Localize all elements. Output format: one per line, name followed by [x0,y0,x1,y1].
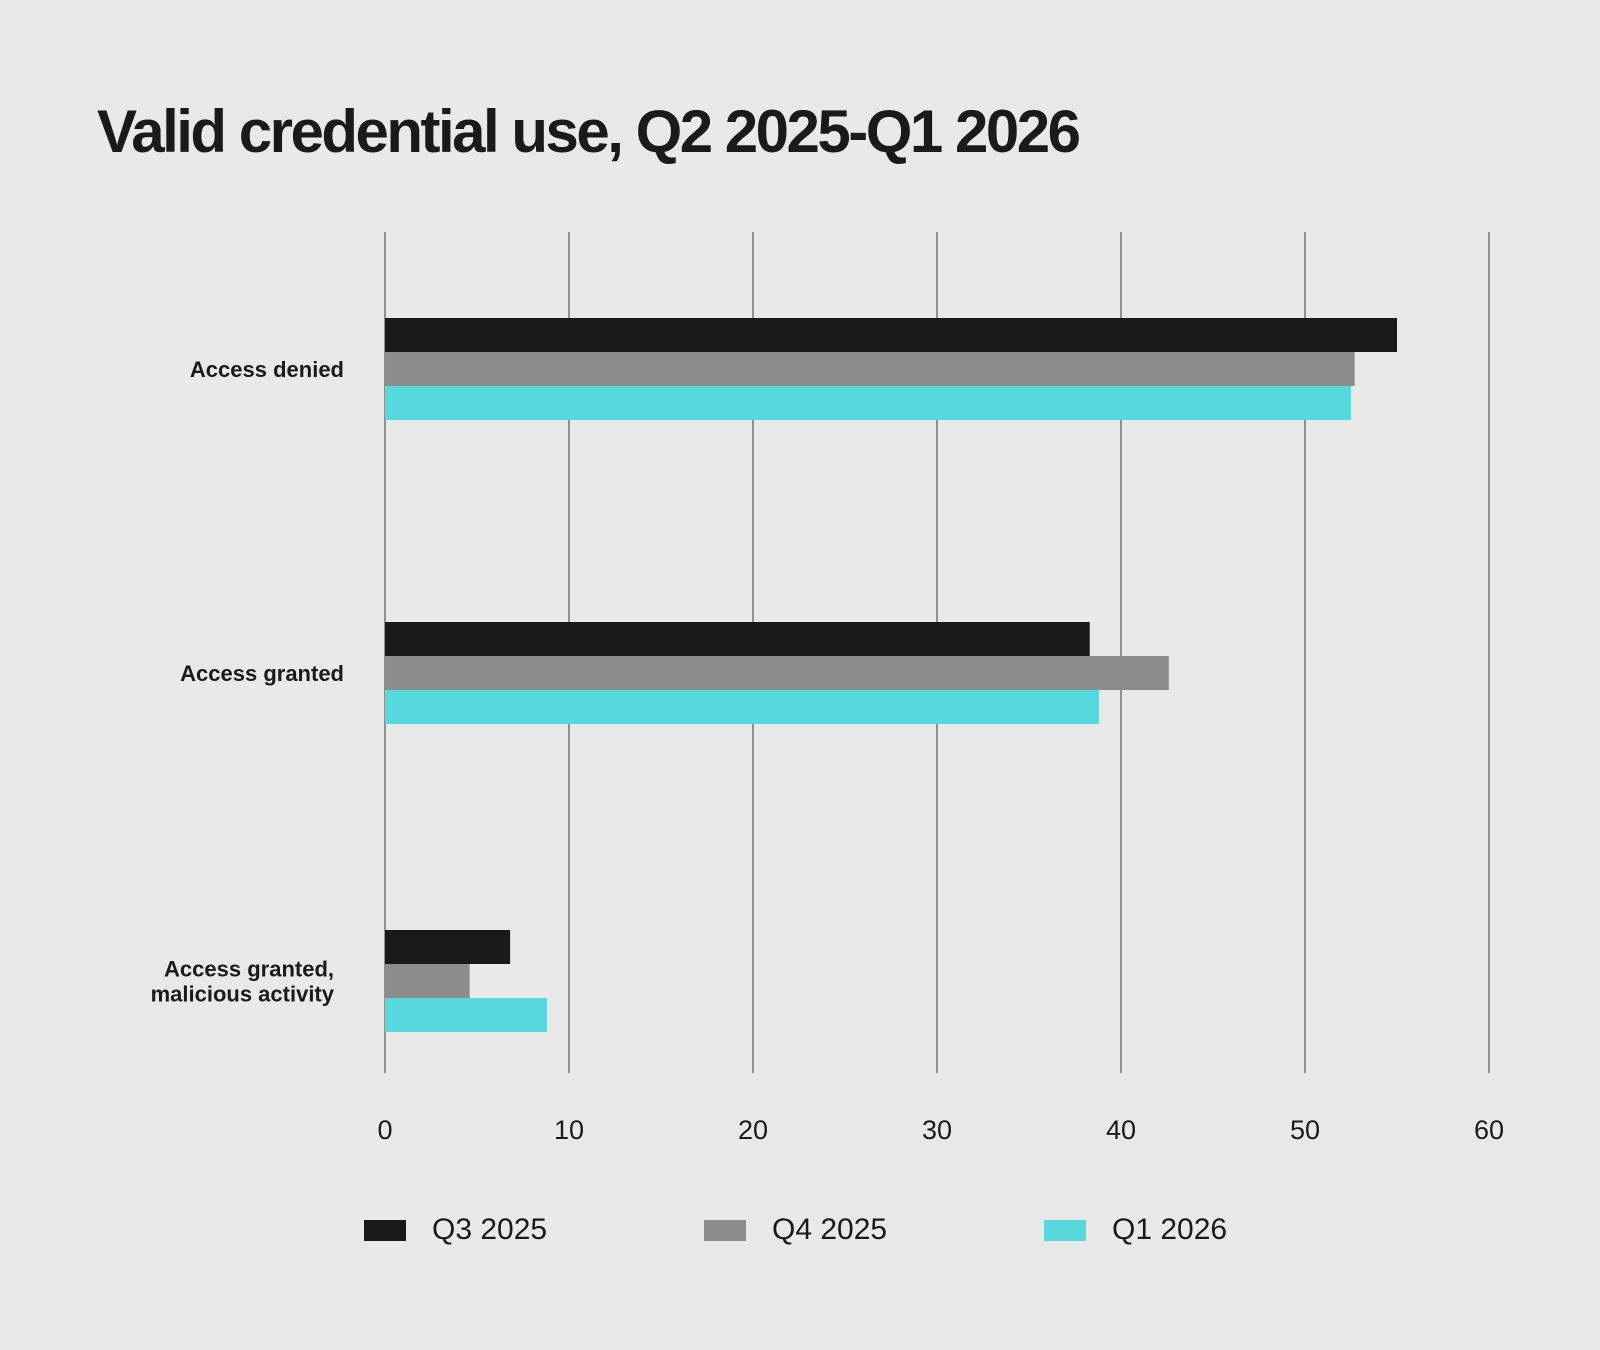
legend-item-q3-2025: Q3 2025 [364,1205,547,1255]
category-label-line: Access denied [190,357,344,382]
bar-q1-2026 [385,386,1351,420]
legend-swatch [704,1219,746,1241]
legend: Q3 2025 Q4 2025 Q1 2026 [0,1205,1600,1255]
category-label-line: Access granted, [164,957,334,982]
category-label-line: malicious activity [151,982,335,1007]
bar-q3-2025 [385,622,1090,656]
legend-label: Q4 2025 [772,1213,888,1246]
chart-title: Valid credential use, Q2 2025-Q1 2026 [97,98,1081,165]
bars [385,318,1397,1032]
category-label: Access granted [180,661,344,686]
category-label: Access granted, malicious activity [151,957,335,1007]
bar-q1-2026 [385,690,1099,724]
x-tick-label: 60 [1474,1115,1504,1145]
legend-item-q4-2025: Q4 2025 [704,1205,887,1255]
x-axis-ticks: 0 10 20 30 40 50 60 [377,1115,1504,1145]
legend-label: Q1 2026 [1112,1213,1228,1246]
legend-item-q1-2026: Q1 2026 [1044,1205,1227,1255]
bar-q3-2025 [385,318,1397,352]
bar-q4-2025 [385,656,1169,690]
legend-label: Q3 2025 [432,1213,548,1246]
bar-q1-2026 [385,998,547,1032]
x-tick-label: 20 [738,1115,768,1145]
bar-q3-2025 [385,930,511,964]
category-labels: Access denied Access granted Access grante… [151,357,344,1007]
x-tick-label: 50 [1290,1115,1320,1145]
x-tick-label: 10 [554,1115,584,1145]
legend-swatch [364,1219,406,1241]
bar-q4-2025 [385,964,470,998]
category-label: Access denied [190,357,344,382]
x-tick-label: 0 [377,1115,392,1145]
x-tick-label: 30 [922,1115,952,1145]
x-tick-label: 40 [1106,1115,1136,1145]
bar-chart: Access denied Access granted Access grante… [151,232,1504,1145]
bar-q4-2025 [385,352,1355,386]
category-label-line: Access granted [180,661,344,686]
legend-swatch [1044,1219,1086,1241]
